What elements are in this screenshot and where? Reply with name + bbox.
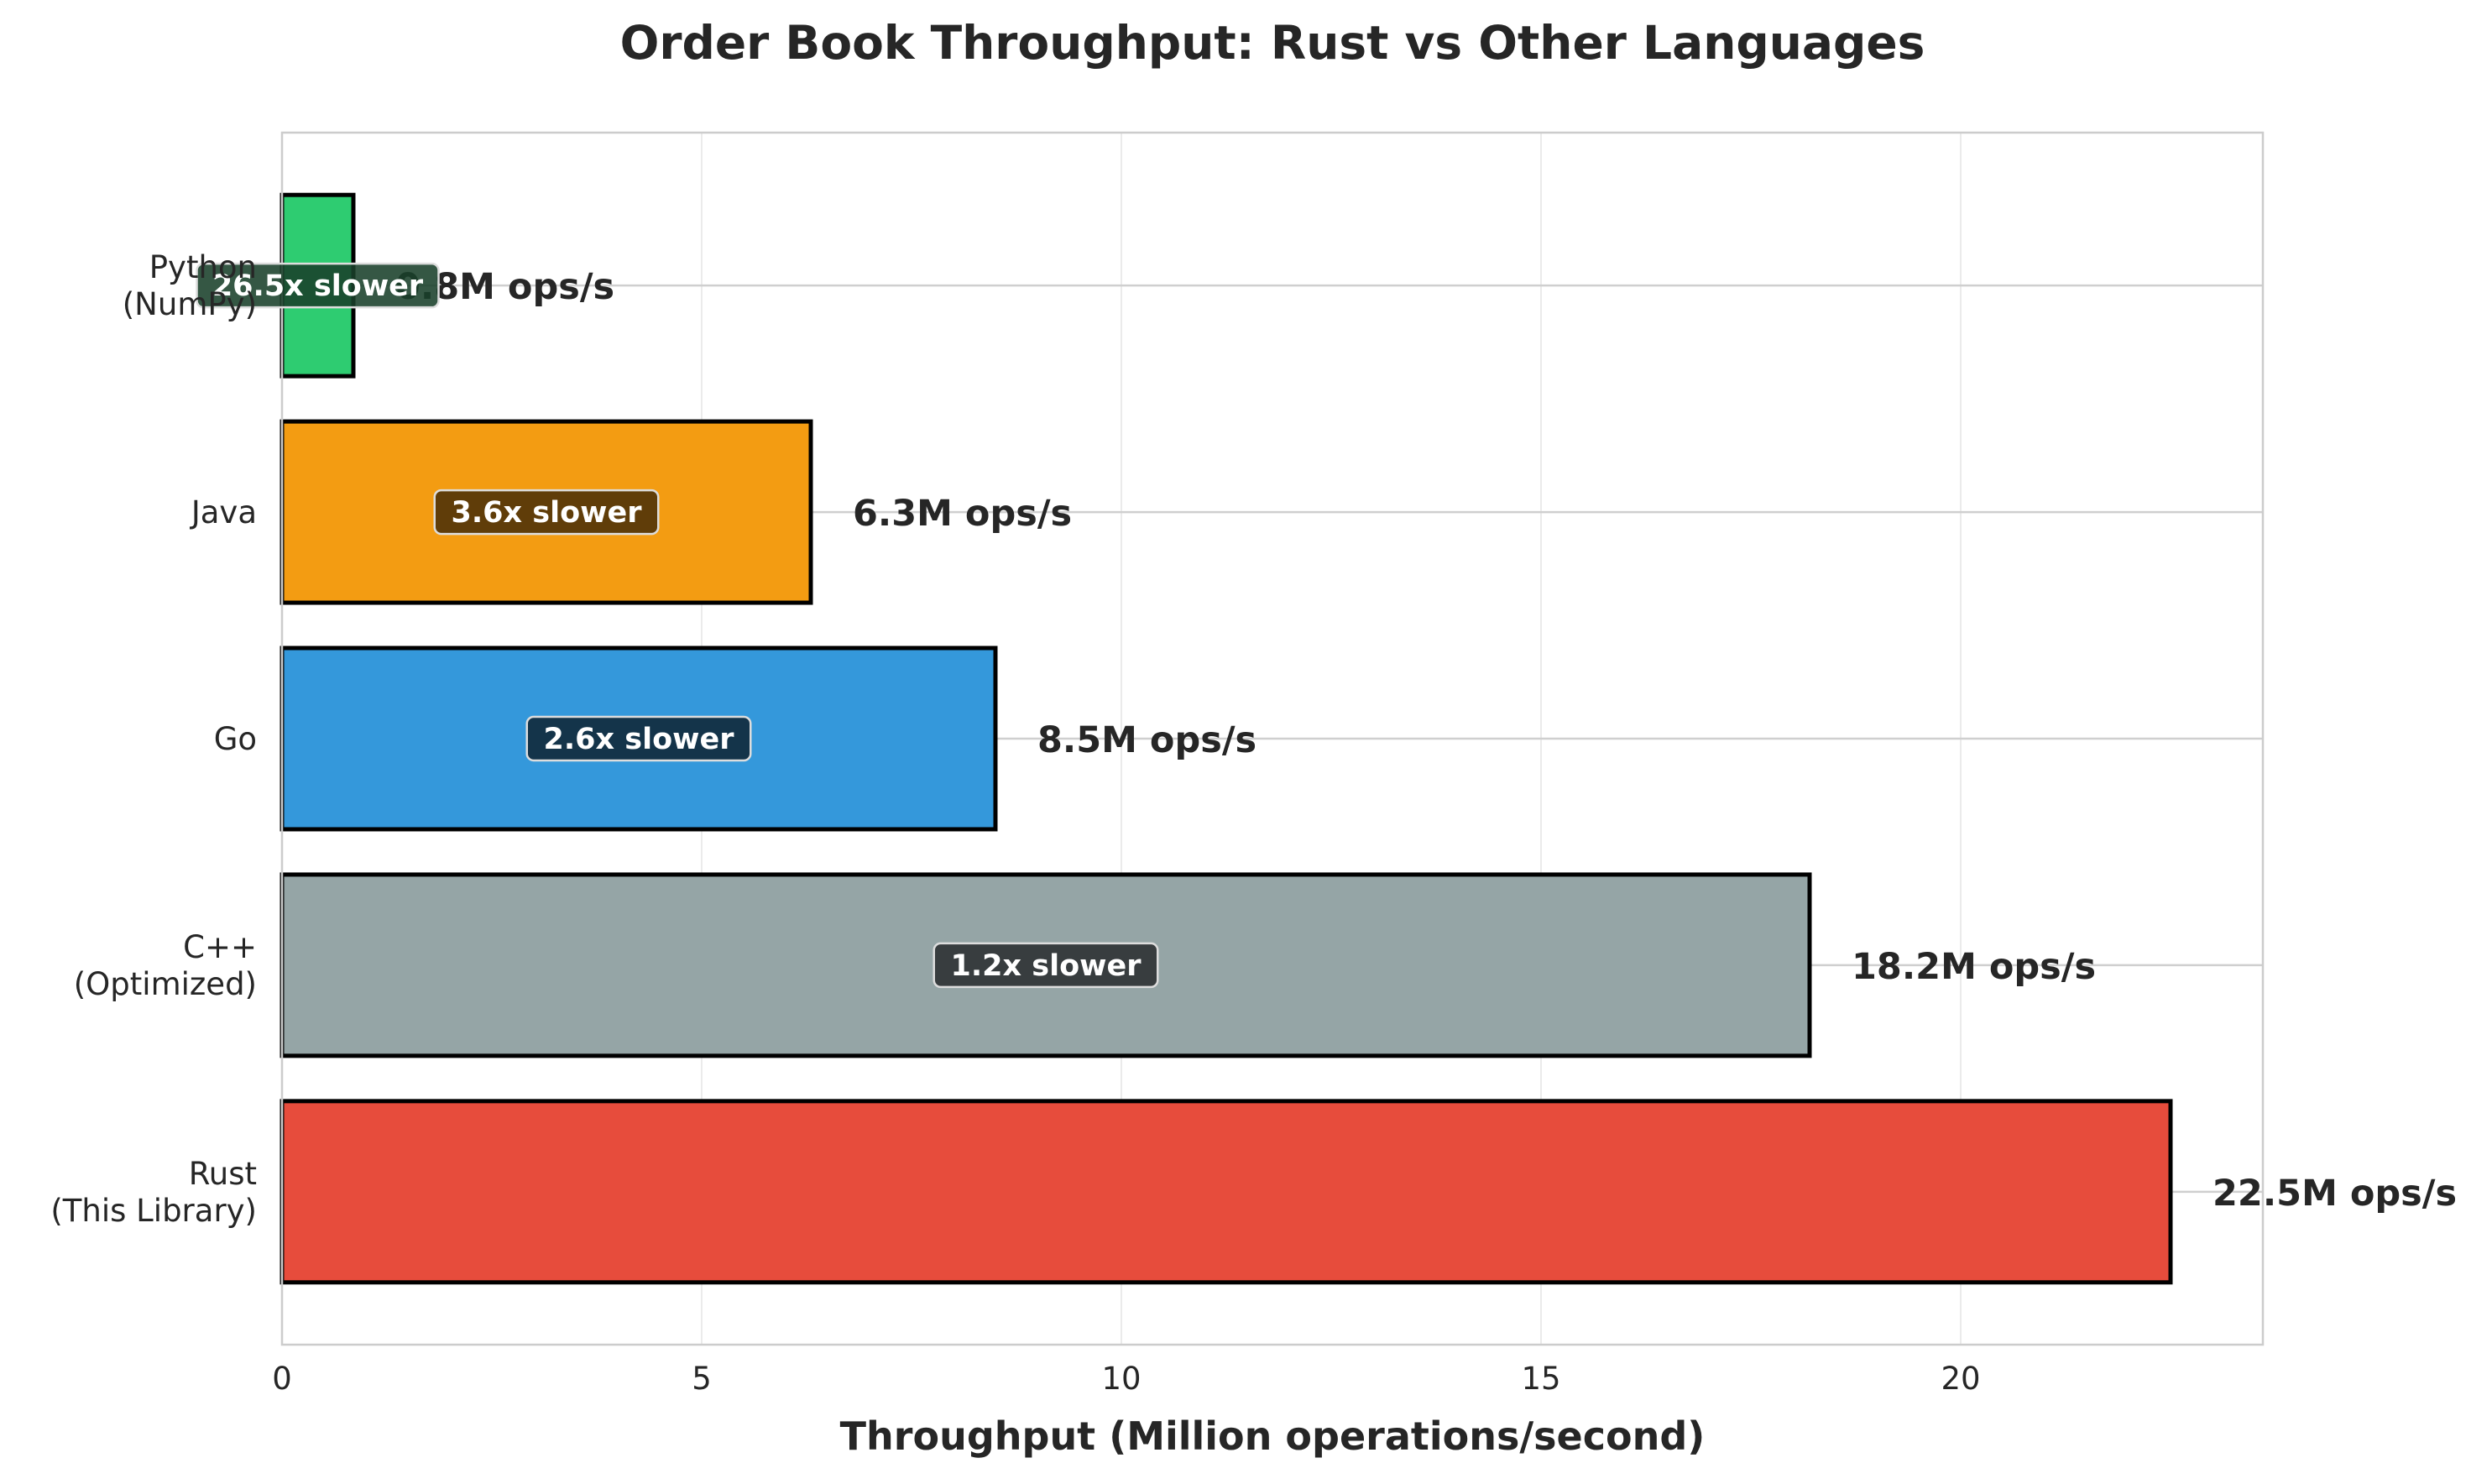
ratio-badge <box>433 489 660 536</box>
bar <box>280 1099 2173 1285</box>
y-tick-label: C++ (Optimized) <box>74 929 257 1002</box>
ratio-label: 2.6x slower <box>544 723 735 756</box>
y-tick-label: Python (NumPy) <box>123 249 257 322</box>
x-tick-label: 0 <box>272 1361 292 1397</box>
ratio-label: 26.5x slower <box>212 269 424 303</box>
ratio-badge <box>525 715 752 762</box>
data-label: 8.5M ops/s <box>1037 719 1256 761</box>
x-tick-label: 20 <box>1941 1361 1980 1397</box>
y-tick-label: Rust (This Library) <box>50 1156 257 1229</box>
x-tick-label: 10 <box>1101 1361 1141 1397</box>
x-tick-label: 15 <box>1521 1361 1560 1397</box>
x-axis-label: Throughput (Million operations/second) <box>840 1413 1706 1459</box>
ratio-badge <box>196 262 440 309</box>
ratio-label: 1.2x slower <box>951 949 1142 983</box>
ratio-label: 3.6x slower <box>452 496 643 530</box>
data-label: 18.2M ops/s <box>1852 946 2096 988</box>
label-layer: 22.5M ops/s 18.2M ops/s 1.2x slower 8.5M op… <box>196 262 2457 1215</box>
chart-title: Order Book Throughput: Rust vs Other Lan… <box>620 16 1925 70</box>
plot-frame <box>280 131 2265 1346</box>
x-tick-label: 5 <box>692 1361 712 1397</box>
axis-layer: 0 5 10 15 20 Rust (This Library) C++ (Optimized)… <box>50 249 1980 1397</box>
ratio-badge <box>933 942 1159 989</box>
y-tick-label: Java <box>190 494 257 530</box>
data-label: 6.3M ops/s <box>853 493 1072 535</box>
y-tick-label: Go <box>214 721 257 757</box>
data-label: 22.5M ops/s <box>2212 1173 2457 1215</box>
